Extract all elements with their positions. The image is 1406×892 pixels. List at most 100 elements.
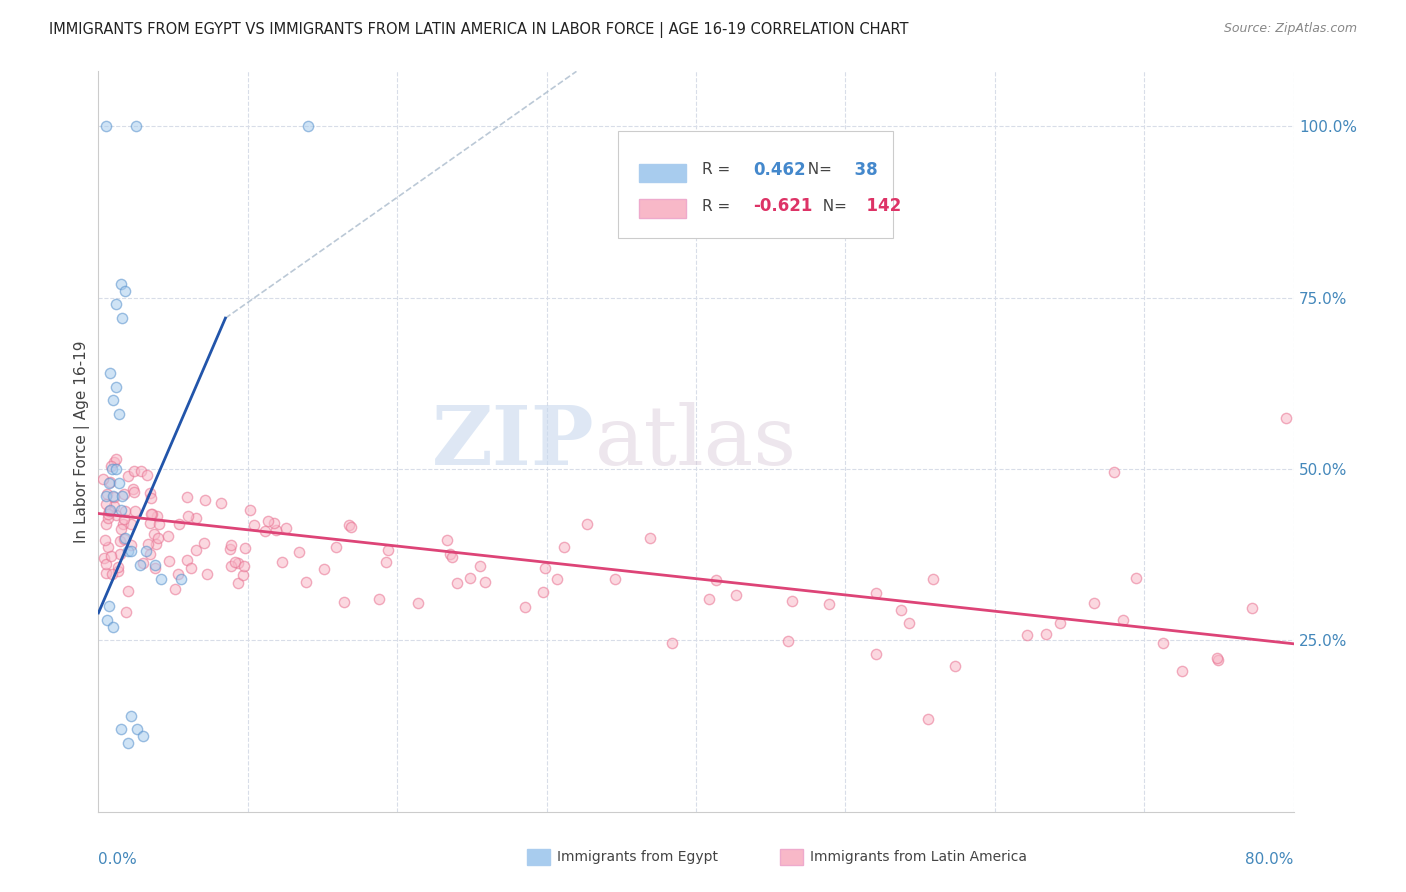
Point (103, 489, 125, 503)
Point (97, 508, 120, 522)
Point (333, 595, 356, 609)
Point (97, 510, 120, 524)
Point (436, 533, 458, 547)
FancyBboxPatch shape (638, 164, 686, 183)
Point (865, 647, 887, 661)
Point (145, 537, 167, 551)
Text: Immigrants from Latin America: Immigrants from Latin America (810, 850, 1026, 864)
Point (91, 472, 114, 486)
Point (129, 558, 152, 572)
Point (725, 588, 748, 602)
Point (367, 592, 389, 607)
Point (105, 462, 128, 476)
Text: atlas: atlas (595, 401, 797, 482)
Point (226, 575, 249, 590)
Point (120, 708, 142, 723)
Text: R =: R = (702, 162, 735, 178)
Point (108, 407, 131, 421)
Point (115, 605, 138, 619)
Point (193, 536, 215, 550)
Point (129, 464, 152, 478)
Point (122, 485, 145, 500)
Point (195, 567, 218, 582)
Point (111, 311, 134, 326)
FancyBboxPatch shape (619, 130, 893, 238)
Point (1104, 466, 1126, 480)
Point (120, 544, 142, 558)
Point (233, 541, 256, 556)
Point (1015, 628, 1038, 642)
Point (96, 557, 118, 571)
Point (112, 487, 135, 501)
Point (221, 558, 243, 573)
Point (97, 540, 120, 554)
Point (114, 531, 136, 545)
Point (440, 550, 463, 565)
Point (294, 575, 316, 590)
Point (112, 511, 135, 525)
Point (228, 556, 250, 570)
Point (377, 542, 399, 557)
Point (287, 544, 309, 558)
Point (98, 475, 121, 489)
Point (1049, 615, 1071, 630)
Point (114, 284, 136, 298)
Point (98, 504, 121, 518)
Text: N=: N= (797, 162, 831, 178)
Point (103, 393, 125, 408)
Point (96, 517, 118, 532)
Point (325, 540, 347, 554)
Point (314, 562, 336, 576)
Point (257, 514, 280, 528)
FancyBboxPatch shape (638, 199, 686, 218)
Point (146, 509, 169, 524)
Point (458, 571, 481, 585)
Point (146, 531, 169, 545)
Point (135, 544, 157, 558)
Text: Immigrants from Egypt: Immigrants from Egypt (557, 850, 718, 864)
Point (157, 554, 180, 568)
Point (94, 533, 117, 548)
Point (374, 555, 396, 569)
Point (117, 736, 139, 750)
Point (120, 538, 142, 552)
Point (110, 277, 132, 291)
Text: Source: ZipAtlas.com: Source: ZipAtlas.com (1223, 22, 1357, 36)
Point (124, 504, 146, 518)
Point (1206, 653, 1229, 667)
Point (132, 729, 155, 743)
Point (105, 508, 128, 523)
Point (533, 561, 555, 575)
Point (139, 486, 162, 500)
Point (184, 511, 207, 525)
Point (1275, 410, 1298, 425)
Point (224, 555, 246, 569)
Point (232, 568, 254, 582)
Text: IMMIGRANTS FROM EGYPT VS IMMIGRANTS FROM LATIN AMERICA IN LABOR FORCE | AGE 16-1: IMMIGRANTS FROM EGYPT VS IMMIGRANTS FROM… (49, 22, 908, 38)
Point (120, 517, 142, 532)
Point (143, 526, 166, 541)
Point (1125, 571, 1147, 585)
Point (890, 603, 912, 617)
Point (270, 555, 292, 569)
Point (167, 516, 190, 531)
Point (100, 549, 122, 563)
Point (114, 503, 136, 517)
Point (94, 489, 117, 503)
Point (100, 459, 122, 474)
Point (697, 591, 720, 606)
Point (110, 723, 132, 737)
Point (117, 469, 139, 483)
Point (103, 619, 125, 633)
Point (97, 475, 120, 490)
Point (446, 576, 468, 591)
Point (122, 482, 145, 496)
Point (337, 518, 360, 533)
Point (163, 582, 186, 597)
Point (513, 599, 536, 614)
Point (186, 542, 208, 557)
Point (150, 572, 173, 586)
Point (1241, 601, 1264, 615)
Point (576, 516, 599, 531)
Point (1083, 596, 1105, 610)
